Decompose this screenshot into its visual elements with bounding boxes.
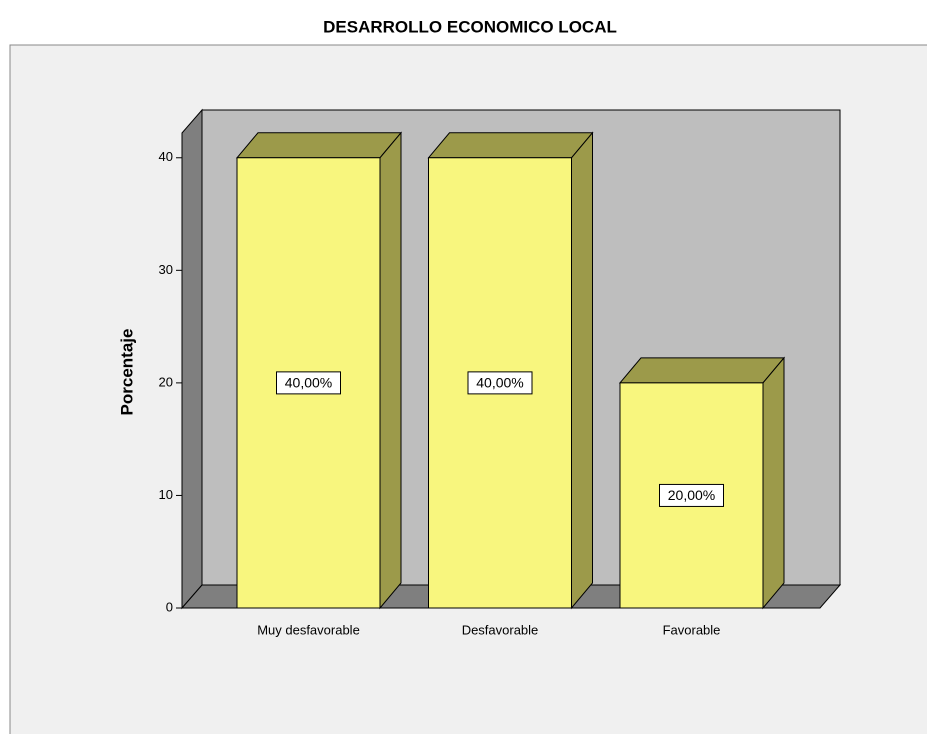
x-tick-label: Desfavorable	[462, 622, 539, 637]
y-tick-label: 10	[159, 487, 173, 502]
x-tick-label: Favorable	[663, 622, 721, 637]
chart-title: DESARROLLO ECONOMICO LOCAL	[323, 17, 617, 36]
value-label: 40,00%	[285, 375, 332, 391]
value-label-box	[659, 483, 724, 507]
bar-side	[762, 356, 785, 610]
y-tick-label: 20	[159, 374, 173, 389]
value-label-box	[276, 371, 341, 395]
y-tick-label: 30	[159, 262, 173, 277]
bar-top	[618, 357, 786, 384]
y-tick-label: 0	[166, 599, 173, 614]
value-label-box	[467, 371, 533, 395]
bar-top	[427, 132, 594, 159]
value-label: 20,00%	[668, 487, 715, 503]
x-tick-label: Muy desfavorable	[257, 622, 360, 637]
left-wall	[181, 108, 203, 610]
y-axis-label: Porcentaje	[117, 329, 136, 416]
bar-side	[571, 131, 593, 610]
bar-side	[379, 131, 402, 610]
bar-top	[235, 132, 403, 159]
y-tick-label: 40	[159, 149, 173, 164]
value-label: 40,00%	[476, 375, 523, 391]
